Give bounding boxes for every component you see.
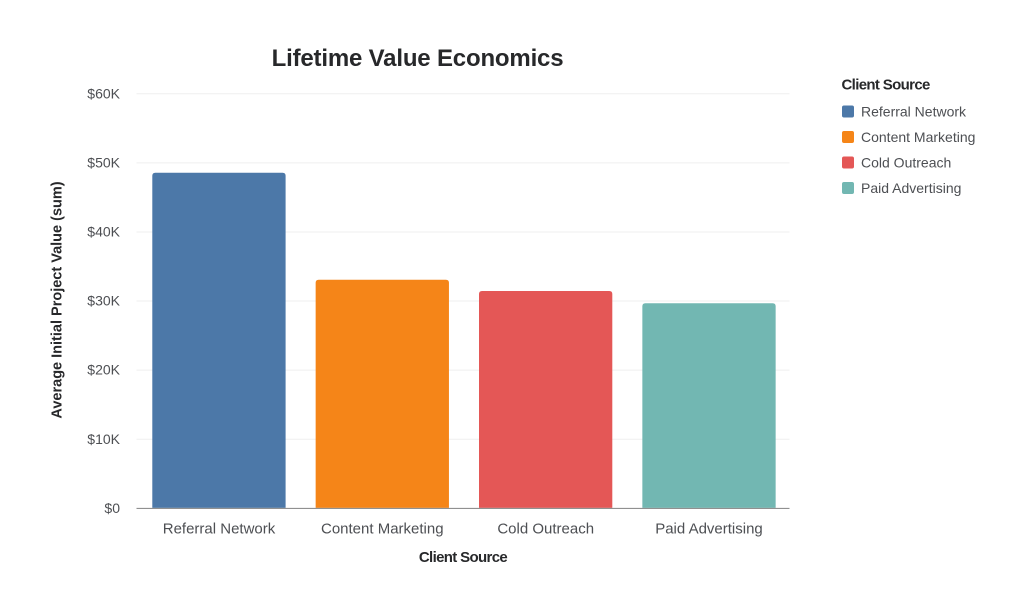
svg-text:$50K: $50K: [87, 155, 120, 171]
svg-text:Client Source: Client Source: [842, 77, 931, 94]
svg-text:$40K: $40K: [87, 224, 120, 240]
svg-text:Average Initial Project Value: Average Initial Project Value (sum): [49, 181, 65, 418]
svg-text:Paid Advertising: Paid Advertising: [861, 180, 961, 196]
svg-text:Cold Outreach: Cold Outreach: [861, 155, 951, 171]
svg-text:$20K: $20K: [87, 362, 120, 378]
svg-text:Lifetime Value Economics: Lifetime Value Economics: [272, 45, 564, 72]
svg-text:$0: $0: [104, 500, 120, 516]
svg-text:$60K: $60K: [87, 85, 120, 101]
svg-text:Cold Outreach: Cold Outreach: [497, 521, 594, 538]
svg-text:Content Marketing: Content Marketing: [861, 129, 975, 145]
svg-text:Referral Network: Referral Network: [163, 521, 276, 538]
svg-text:Client Source: Client Source: [419, 549, 508, 566]
svg-text:Paid Advertising: Paid Advertising: [655, 521, 763, 538]
svg-text:$30K: $30K: [87, 293, 120, 309]
svg-text:$10K: $10K: [87, 431, 120, 447]
svg-text:Content Marketing: Content Marketing: [321, 521, 444, 538]
svg-text:Referral Network: Referral Network: [861, 104, 967, 120]
